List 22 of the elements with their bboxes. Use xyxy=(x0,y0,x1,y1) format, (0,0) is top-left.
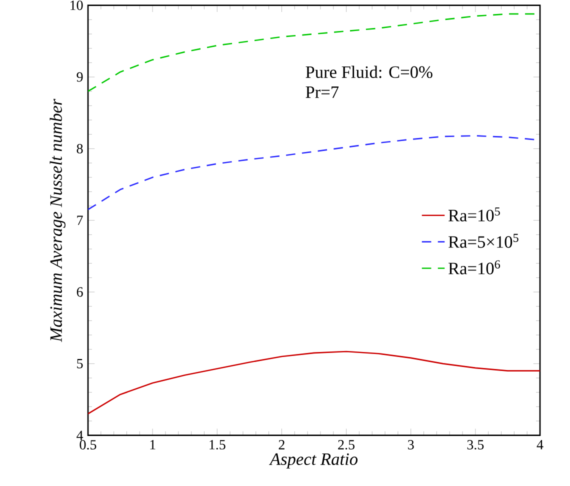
y-tick-label: 8 xyxy=(76,144,83,154)
y-tick-label: 9 xyxy=(76,72,83,82)
y-tick-label: 6 xyxy=(76,287,83,297)
x-tick-label: 0.5 xyxy=(80,440,96,450)
x-tick-label: 3.5 xyxy=(467,440,484,450)
x-tick-label: 2 xyxy=(278,440,284,450)
legend-label: Ra=10$^{6}$ xyxy=(448,260,500,274)
x-tick-label: 1.5 xyxy=(210,440,226,450)
y-tick-label: 5 xyxy=(77,359,83,368)
y-axis-title: Maximum Average Nusselt number xyxy=(50,98,66,342)
x-tick-label: 2.5 xyxy=(338,440,354,450)
y-tick-label: 7 xyxy=(77,216,83,225)
x-tick-label: 1 xyxy=(150,440,156,450)
legend-label: Ra=5×10$^{5}$ xyxy=(448,234,518,248)
x-axis-title: Aspect Ratio xyxy=(269,453,358,469)
x-tick-label: 4 xyxy=(536,440,544,450)
y-tick-label: 10 xyxy=(70,0,83,10)
legend-label: Ra=10$^{5}$ xyxy=(448,208,500,222)
x-tick-label: 3 xyxy=(408,440,414,450)
y-tick-label: 4 xyxy=(76,430,84,440)
annotation: Pure Fluid: C=0% xyxy=(306,66,432,78)
annotation: Pr=7 xyxy=(306,86,339,98)
